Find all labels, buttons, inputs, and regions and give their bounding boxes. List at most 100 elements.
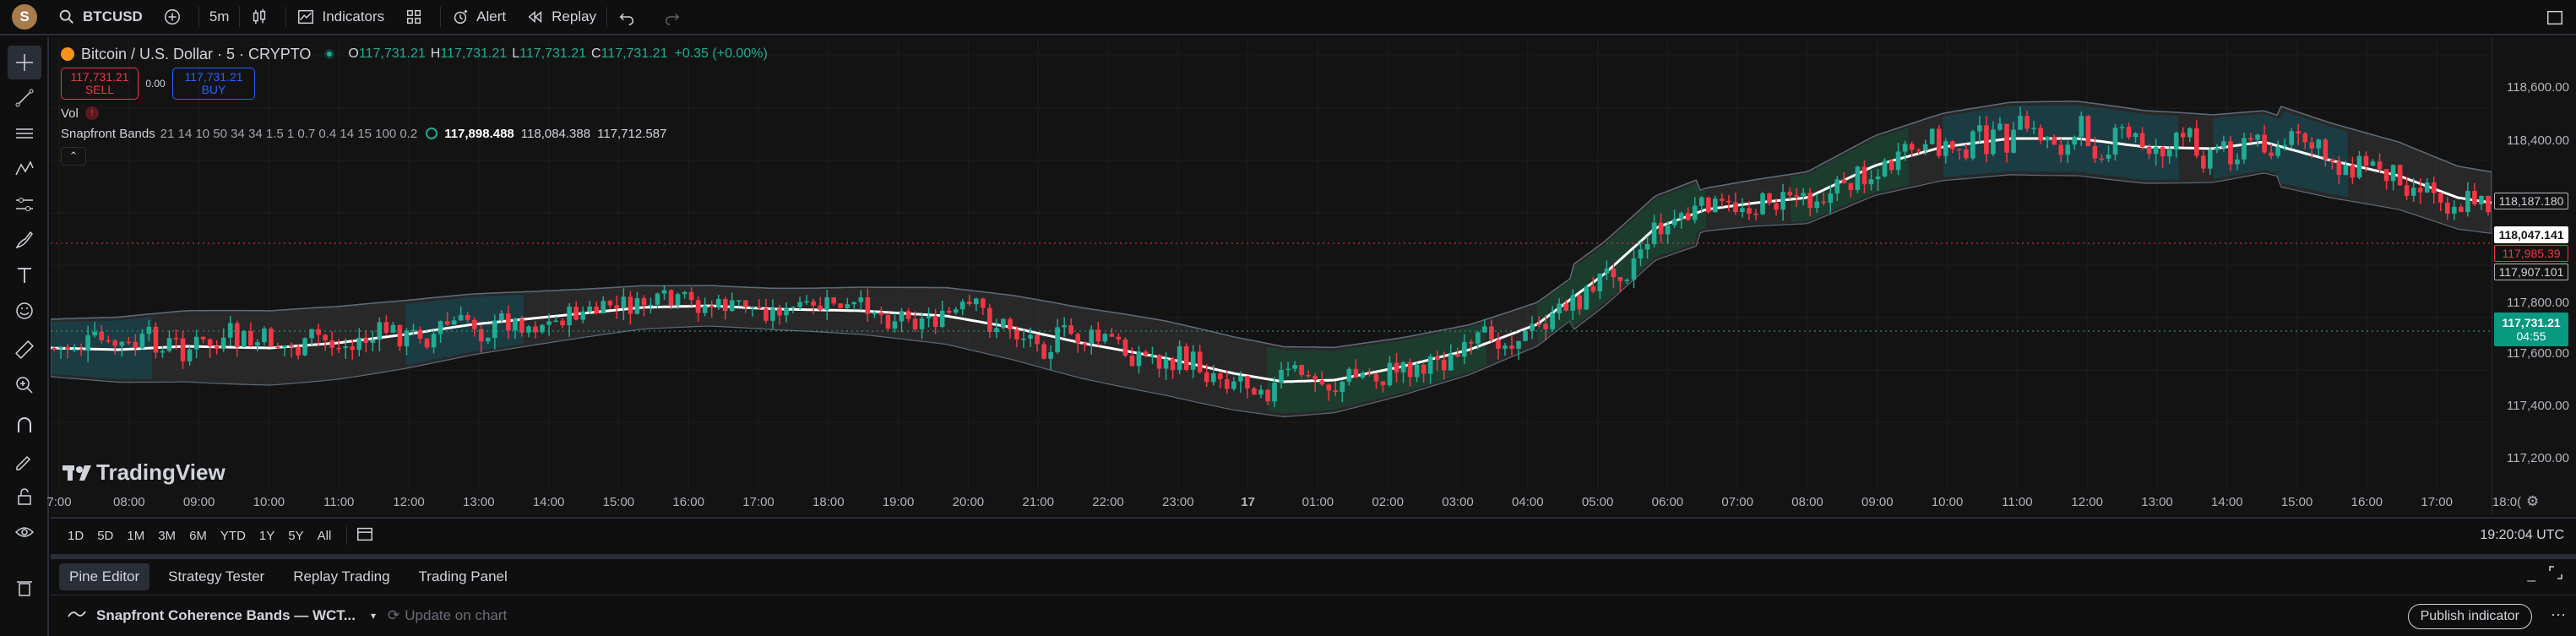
chevron-down-icon[interactable]: ▾ [370, 610, 377, 622]
indicator-templates-button[interactable] [394, 0, 440, 35]
stay-in-drawing-mode-tool[interactable] [8, 444, 41, 478]
time-axis[interactable]: 7:00 08:00 09:00 10:00 11:00 12:00 13:00 14:00 1… [46, 490, 2521, 515]
user-avatar[interactable]: S [12, 4, 37, 30]
crosshair-tool[interactable] [8, 46, 41, 79]
candle-body [133, 341, 139, 349]
tab-pine-editor[interactable]: Pine Editor [59, 563, 150, 590]
candle-body [1387, 362, 1393, 386]
ruler-tool[interactable] [8, 333, 41, 367]
candle-body [1957, 149, 1962, 150]
lock-drawings-tool[interactable] [8, 480, 41, 514]
sell-button[interactable]: 117,731.21 SELL [61, 68, 139, 100]
candle-body [981, 298, 986, 308]
open-label: O [348, 46, 359, 61]
pencil-lock-icon [16, 455, 31, 470]
candle-body [1055, 327, 1060, 353]
candle-body [1509, 345, 1514, 349]
redo-button[interactable] [653, 0, 698, 35]
remove-drawings-tool[interactable] [8, 571, 41, 605]
sell-label: SELL [84, 83, 115, 96]
buy-button[interactable]: 117,731.21 BUY [172, 68, 255, 100]
price-chart[interactable] [51, 37, 2492, 515]
time-label: 14:00 [2211, 495, 2243, 509]
candle-body [546, 321, 552, 325]
range-5d-button[interactable]: 5D [97, 528, 114, 543]
range-6m-button[interactable]: 6M [189, 528, 207, 543]
candle-body [2390, 165, 2396, 182]
candle-body [160, 351, 166, 353]
pattern-tool[interactable] [8, 152, 41, 186]
range-ytd-button[interactable]: YTD [220, 528, 246, 543]
maximize-panel-button[interactable] [2547, 564, 2564, 585]
volume-indicator-label[interactable]: Vol [61, 106, 79, 121]
band-basis-tag: 118,047.141 [2494, 226, 2568, 243]
indicators-button[interactable]: Indicators [286, 0, 394, 35]
go-to-date-button[interactable] [356, 525, 374, 546]
candle-body [1156, 355, 1162, 369]
range-all-button[interactable]: All [317, 528, 332, 543]
magnet-tool[interactable] [8, 409, 41, 443]
replay-button[interactable]: Replay [516, 0, 606, 35]
chart-pane[interactable]: Bitcoin / U.S. Dollar · 5 · CRYPTO O 117,… [51, 37, 2492, 515]
collapse-legend-button[interactable]: ⌃ [61, 147, 86, 166]
utc-clock[interactable]: 19:20:04 UTC [2480, 528, 2564, 542]
price-axis[interactable]: 118,600.00 118,400.00 118,187.180 118,04… [2492, 37, 2576, 515]
candle-body [431, 334, 437, 348]
candle-body [567, 307, 572, 326]
candle-body [424, 338, 430, 348]
horizontal-lines-tool[interactable] [8, 117, 41, 150]
range-1d-button[interactable]: 1D [68, 528, 84, 543]
interval-button[interactable]: 5m [209, 8, 230, 24]
candle-body [845, 304, 851, 308]
candle-body [811, 301, 816, 306]
range-3m-button[interactable]: 3M [158, 528, 177, 543]
candle-body [1177, 345, 1182, 371]
candle-body [1272, 383, 1277, 402]
publish-indicator-button[interactable]: Publish indicator [2407, 604, 2532, 629]
candle-body [1183, 345, 1189, 370]
undo-button[interactable] [607, 0, 653, 35]
candle-body [587, 306, 593, 312]
tab-strategy-tester[interactable]: Strategy Tester [168, 568, 265, 584]
measure-tools[interactable] [8, 188, 41, 221]
candle-body [1936, 128, 1942, 156]
candle-body [607, 301, 613, 306]
script-name-dropdown[interactable]: Snapfront Coherence Bands — WCT... [96, 607, 356, 623]
alert-button[interactable]: Alert [441, 0, 516, 35]
warning-icon[interactable]: ! [84, 106, 99, 120]
tab-replay-trading[interactable]: Replay Trading [293, 568, 390, 584]
update-on-chart-button[interactable]: ⟳ Update on chart [388, 607, 507, 624]
symbol-search-button[interactable]: BTCUSD [47, 0, 153, 35]
candle-body [316, 329, 321, 335]
layout-toggle-button[interactable] [2546, 8, 2571, 31]
more-options-icon[interactable]: ··· [2551, 606, 2566, 622]
candle-body [2228, 141, 2233, 165]
range-1m-button[interactable]: 1M [127, 528, 145, 543]
emoji-tool[interactable] [8, 294, 41, 328]
indicator-name[interactable]: Snapfront Bands [61, 126, 155, 141]
candle-body [2221, 141, 2226, 148]
candle-body [2248, 138, 2253, 140]
chart-type-button[interactable] [240, 0, 285, 35]
hide-drawings-tool[interactable] [8, 515, 41, 549]
range-1y-button[interactable]: 1Y [258, 528, 275, 543]
time-label: 17:00 [742, 495, 774, 509]
candle-body [1638, 249, 1644, 258]
range-5y-button[interactable]: 5Y [288, 528, 304, 543]
symbol-title[interactable]: Bitcoin / U.S. Dollar · 5 · CRYPTO [81, 45, 312, 63]
tab-trading-panel[interactable]: Trading Panel [418, 568, 508, 584]
minimize-panel-button[interactable]: _ [2527, 566, 2535, 582]
compare-symbol-button[interactable] [153, 0, 198, 35]
chart-settings-icon[interactable]: ⚙ [2526, 493, 2540, 509]
market-status-icon[interactable] [324, 49, 335, 59]
brush-tool[interactable] [8, 223, 41, 257]
text-tool[interactable] [8, 258, 41, 292]
trend-line-tool[interactable] [8, 81, 41, 115]
candle-body [187, 349, 193, 361]
candle-body [2092, 146, 2098, 159]
zoom-tool[interactable] [8, 368, 41, 402]
candle-body [1597, 273, 1603, 291]
candle-body [648, 304, 654, 307]
candle-body [1536, 323, 1541, 325]
candle-body [2045, 136, 2050, 141]
